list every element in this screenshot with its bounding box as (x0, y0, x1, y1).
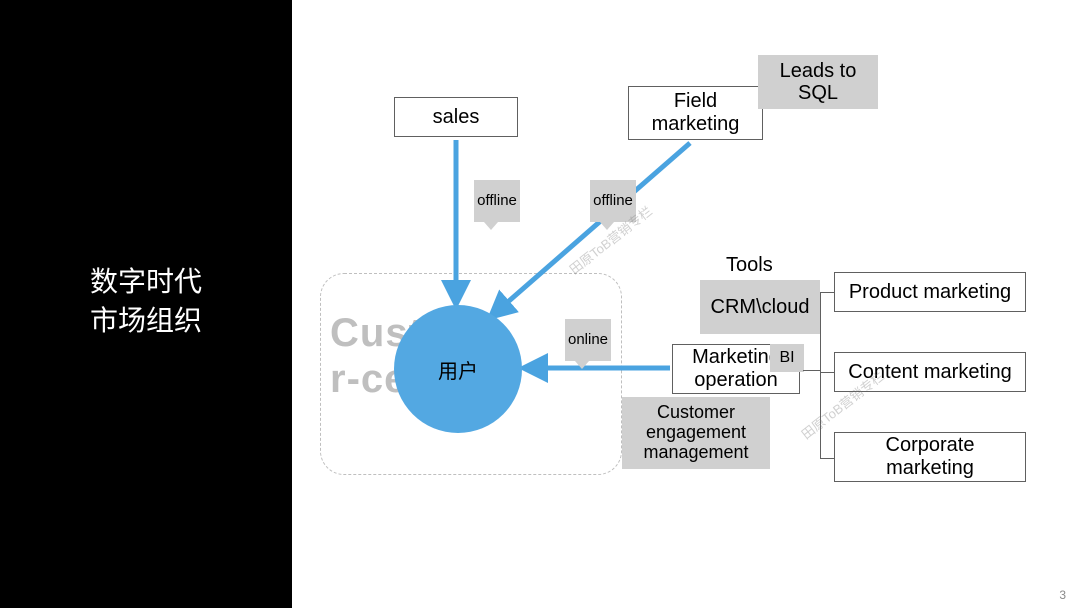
node-online: online (565, 319, 611, 361)
node-field-marketing-label: Field marketing (633, 90, 758, 136)
node-offline-2-label: offline (593, 193, 633, 210)
slide-title: 数字时代 市场组织 (0, 262, 292, 340)
node-corporate-marketing: Corporate marketing (834, 432, 1026, 482)
node-customer-engagement-label: Customer engagement management (626, 403, 766, 462)
node-crm-cloud-label: CRM\cloud (711, 296, 810, 318)
connector-h3 (820, 458, 834, 459)
sidebar: 数字时代 市场组织 (0, 0, 292, 608)
node-customer-engagement: Customer engagement management (622, 397, 770, 469)
node-field-marketing: Field marketing (628, 86, 763, 140)
slide-stage: 数字时代 市场组织 Custome r-centric 用户 sales Fie… (0, 0, 1080, 608)
page-number: 3 (1059, 588, 1066, 602)
node-offline-1-label: offline (477, 193, 517, 210)
callout-tail-offline-1 (484, 222, 498, 230)
node-leads-to-sql-label: Leads to SQL (762, 60, 874, 104)
node-bi: BI (770, 344, 804, 372)
node-sales-label: sales (433, 106, 480, 129)
connector-h2 (820, 372, 834, 373)
connector-root (803, 370, 820, 371)
node-bi-label: BI (779, 349, 794, 367)
node-product-marketing: Product marketing (834, 272, 1026, 312)
node-product-marketing-label: Product marketing (849, 281, 1011, 304)
user-circle-label: 用户 (438, 355, 478, 384)
slide-title-line2: 市场组织 (90, 305, 202, 336)
callout-tail-online (575, 361, 589, 369)
node-offline-1: offline (474, 180, 520, 222)
slide-title-line1: 数字时代 (90, 266, 202, 297)
node-sales: sales (394, 97, 518, 137)
tools-label: Tools (726, 254, 773, 277)
user-circle: 用户 (394, 305, 522, 433)
node-crm-cloud: CRM\cloud (700, 280, 820, 334)
node-leads-to-sql: Leads to SQL (758, 55, 878, 109)
node-corporate-marketing-label: Corporate marketing (839, 434, 1021, 480)
connector-h1 (820, 292, 834, 293)
node-online-label: online (568, 332, 608, 349)
